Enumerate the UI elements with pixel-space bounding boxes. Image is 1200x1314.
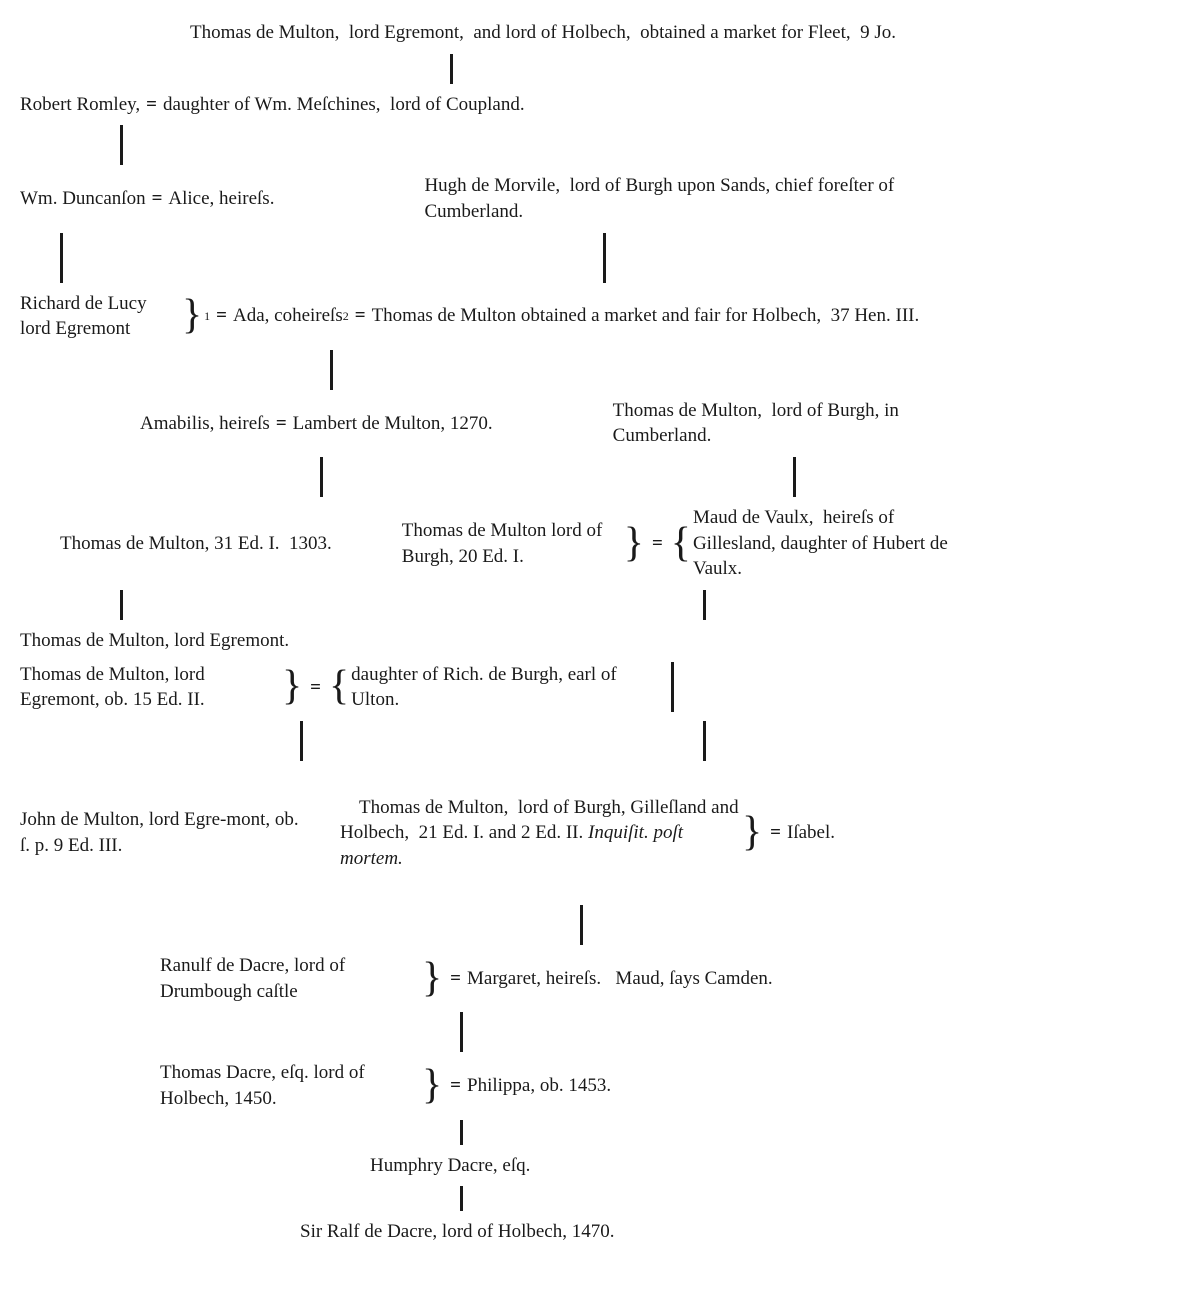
gen-7: Thomas de Multon, lord Egremont.	[20, 628, 1180, 654]
brace-icon: {	[327, 668, 351, 706]
philippa: Philippa, ob. 1453.	[467, 1073, 611, 1099]
connector	[580, 905, 583, 945]
humphry-dacre: Humphry Dacre, eſq.	[370, 1153, 530, 1179]
gen-3: Wm. Duncanſon = Alice, heireſs. Hugh de …	[20, 173, 1180, 224]
gen-9: John de Multon, lord Egre-mont, ob. ſ. p…	[20, 769, 1180, 897]
maud-vaulx: Maud de Vaulx, heireſs of Gillesland, da…	[693, 505, 973, 582]
marriage: =	[444, 1073, 467, 1099]
connector	[793, 457, 796, 497]
gen-1: Thomas de Multon, lord Egremont, and lor…	[190, 20, 1180, 46]
marriage: =	[140, 92, 163, 118]
ranulf-dacre: Ranulf de Dacre, lord of Drumbough caſtl…	[160, 953, 420, 1004]
richard-lucy: Richard de Lucy lord Egremont	[20, 291, 180, 342]
john-multon: John de Multon, lord Egre-mont, ob. ſ. p…	[20, 807, 300, 858]
connector	[120, 125, 123, 165]
gen-10: Ranulf de Dacre, lord of Drumbough caſtl…	[160, 953, 1180, 1004]
marriage: =	[210, 303, 233, 329]
wm-duncanson: Wm. Duncanſon	[20, 186, 146, 212]
brace-icon: {	[669, 525, 693, 563]
thomas-egremont-2: Thomas de Multon, lord Egremont, ob. 15 …	[20, 662, 280, 713]
brace-icon: }	[280, 668, 304, 706]
brace-icon: }	[420, 960, 444, 998]
connector	[60, 233, 63, 283]
brace-icon: }	[180, 297, 204, 335]
gen-5: Amabilis, heireſs = Lambert de Multon, 1…	[140, 398, 1180, 449]
thomas-multon-1303: Thomas de Multon, 31 Ed. I. 1303.	[60, 531, 332, 557]
marriage: =	[270, 411, 293, 437]
connector	[703, 590, 706, 620]
margaret-heiress: Margaret, heireſs. Maud, ſays Camden.	[467, 966, 773, 992]
daughter-meschines: daughter of Wm. Meſchines, lord of Coupl…	[163, 92, 525, 118]
thomas-multon-top: Thomas de Multon, lord Egremont, and lor…	[190, 20, 896, 46]
gen-12: Humphry Dacre, eſq.	[370, 1153, 1180, 1179]
thomas-burgh-20ed: Thomas de Multon lord of Burgh, 20 Ed. I…	[402, 518, 622, 569]
robert-romley: Robert Romley,	[20, 92, 140, 118]
connector	[460, 1120, 463, 1145]
marriage: =	[646, 531, 669, 557]
connector	[450, 54, 453, 84]
connector	[671, 662, 674, 712]
thomas-gillesland: Thomas de Multon, lord of Burgh, Gilleſl…	[340, 769, 740, 897]
marriage: =	[304, 675, 327, 701]
daughter-burgh: daughter of Rich. de Burgh, earl of Ulto…	[351, 662, 631, 713]
marriage: =	[146, 186, 169, 212]
gen-13: Sir Ralf de Dacre, lord of Holbech, 1470…	[300, 1219, 1180, 1245]
marriage: =	[764, 820, 787, 846]
lambert-multon: Lambert de Multon, 1270.	[293, 411, 493, 437]
connector	[300, 721, 303, 761]
connector	[460, 1186, 463, 1211]
brace-icon: }	[740, 814, 764, 852]
connector	[460, 1012, 463, 1052]
brace-icon: }	[622, 525, 646, 563]
connector	[603, 233, 606, 283]
connector	[703, 721, 706, 761]
isabel: Iſabel.	[787, 820, 835, 846]
alice-heiress: Alice, heireſs.	[168, 186, 274, 212]
thomas-multon-holbech: Thomas de Multon obtained a market and f…	[372, 303, 920, 329]
gen-8: Thomas de Multon, lord Egremont, ob. 15 …	[20, 662, 1180, 713]
brace-icon: }	[420, 1067, 444, 1105]
hugh-morvile: Hugh de Morvile, lord of Burgh upon Sand…	[424, 173, 924, 224]
gen-4: Richard de Lucy lord Egremont } 1 = Ada,…	[20, 291, 1180, 342]
marriage: =	[444, 966, 467, 992]
gen-11: Thomas Dacre, eſq. lord of Holbech, 1450…	[160, 1060, 1180, 1111]
connector	[320, 457, 323, 497]
gen-2: Robert Romley, = daughter of Wm. Meſchin…	[20, 92, 1180, 118]
gen-6: Thomas de Multon, 31 Ed. I. 1303. Thomas…	[20, 505, 1180, 582]
thomas-egremont-1: Thomas de Multon, lord Egremont.	[20, 628, 289, 654]
marriage: =	[349, 303, 372, 329]
connector	[120, 590, 123, 620]
ralf-dacre: Sir Ralf de Dacre, lord of Holbech, 1470…	[300, 1219, 614, 1245]
thomas-dacre: Thomas Dacre, eſq. lord of Holbech, 1450…	[160, 1060, 420, 1111]
amabilis: Amabilis, heireſs	[140, 411, 270, 437]
ada-coheiress: Ada, coheireſs	[233, 303, 343, 329]
connector	[330, 350, 333, 390]
thomas-multon-burgh: Thomas de Multon, lord of Burgh, in Cumb…	[613, 398, 913, 449]
